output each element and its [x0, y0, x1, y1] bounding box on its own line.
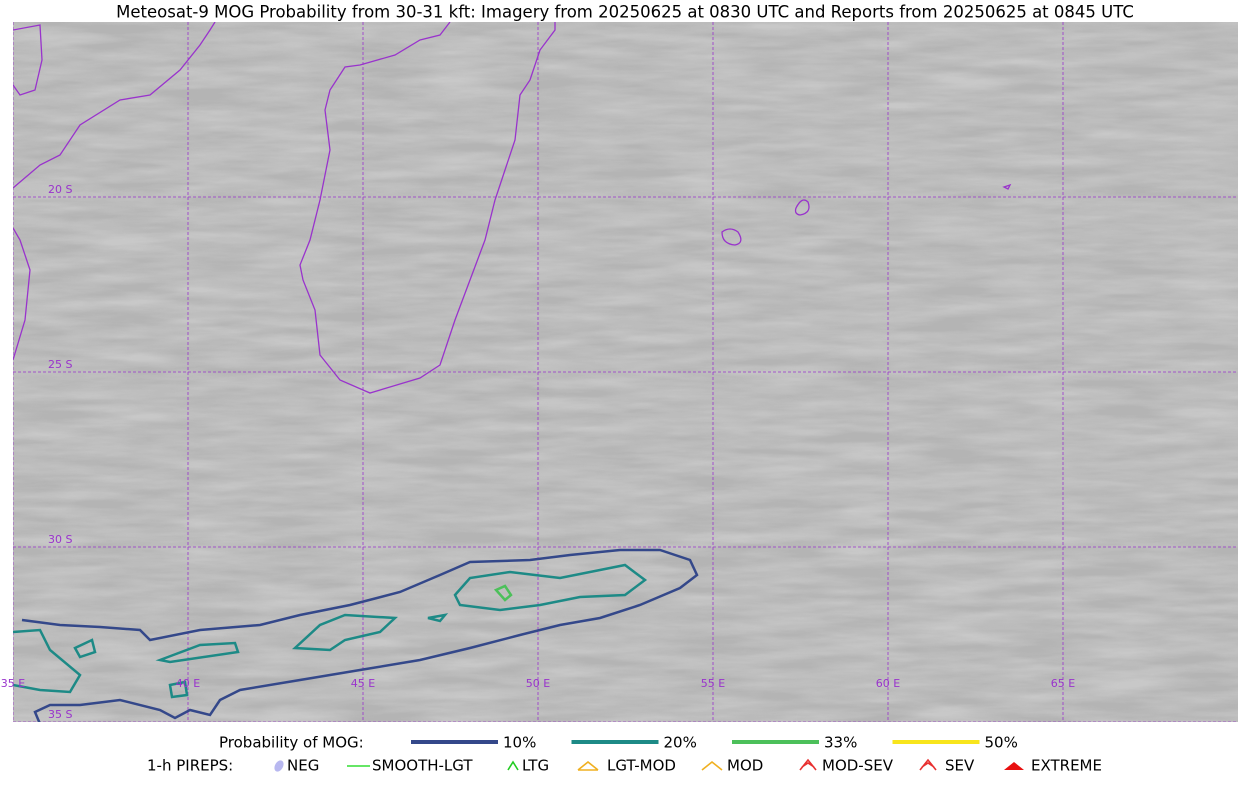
pirep-icon: [577, 760, 599, 771]
madagascar-coast: [299, 22, 556, 394]
pirep-icon: [799, 758, 817, 771]
legend-label: LTG: [522, 757, 549, 775]
contours: [13, 548, 699, 722]
legend-label: MOD-SEV: [822, 757, 894, 775]
legend-label: MOD: [727, 757, 763, 775]
lon-label: 60 E: [876, 677, 900, 690]
pirep-symbol: [701, 760, 723, 771]
title: Meteosat-9 MOG Probability from 30-31 kf…: [116, 3, 1134, 22]
pirep-icon: [274, 760, 284, 772]
pirep-icon: [701, 760, 723, 771]
legend-heading: 1-h PIREPS:: [147, 757, 233, 775]
africa-coast: [13, 227, 31, 361]
contour-10: [21, 548, 699, 722]
legend-label: 20%: [664, 734, 697, 752]
legend-label: EXTREME: [1031, 757, 1102, 775]
lon-label: 40 E: [176, 677, 200, 690]
pirep-icon: [507, 760, 519, 771]
mauritius-coast: [794, 199, 810, 216]
africa-coast: [13, 24, 43, 96]
lon-label: 50 E: [526, 677, 550, 690]
contour-20: [13, 563, 648, 699]
lon-label: 35 E: [1, 677, 25, 690]
legend-label: 33%: [824, 734, 857, 752]
map: [13, 22, 1238, 722]
legend-label: 10%: [503, 734, 536, 752]
lon-label: 65 E: [1051, 677, 1075, 690]
rodrigues-coast: [1002, 183, 1012, 190]
legend-label: SEV: [945, 757, 975, 775]
graticule: [13, 22, 1238, 722]
pirep-symbol: [507, 760, 519, 771]
legend-label: 50%: [985, 734, 1018, 752]
lat-label: 20 S: [48, 183, 72, 196]
pirep-symbol: [919, 758, 937, 771]
pirep-symbol: [274, 760, 284, 772]
legend: Probability of MOG: 10% 20% 33% 50% 1-h PIREP…: [147, 734, 1102, 775]
lon-label: 45 E: [351, 677, 375, 690]
lon-label: 55 E: [701, 677, 725, 690]
pirep-icon: [919, 758, 937, 771]
africa-coast: [13, 22, 216, 189]
coastlines: [13, 22, 1012, 394]
pirep-symbol: [577, 760, 599, 771]
legend-label: SMOOTH-LGT: [372, 757, 473, 775]
contour-33: [493, 584, 513, 602]
pirep-symbol: [799, 758, 817, 771]
pirep-icon: [1004, 762, 1024, 770]
legend-label: NEG: [287, 757, 319, 775]
lat-label: 35 S: [48, 708, 72, 721]
reunion-coast: [721, 228, 742, 246]
legend-heading: Probability of MOG:: [219, 734, 364, 752]
lat-label: 30 S: [48, 533, 72, 546]
pirep-symbol: [1004, 762, 1024, 770]
legend-label: LGT-MOD: [607, 757, 676, 775]
lat-label: 25 S: [48, 358, 72, 371]
